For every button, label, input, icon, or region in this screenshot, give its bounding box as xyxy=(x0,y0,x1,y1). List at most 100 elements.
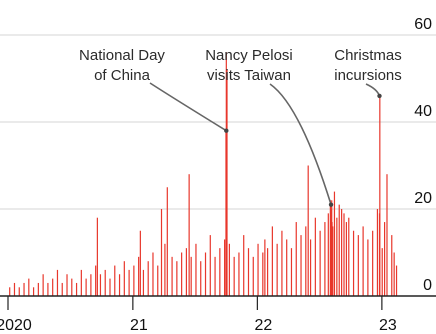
bar xyxy=(357,235,359,296)
bar xyxy=(99,274,102,296)
bar xyxy=(181,252,183,296)
bar xyxy=(138,256,140,296)
bar xyxy=(333,191,336,296)
annotation-line: of China xyxy=(94,67,151,84)
bar xyxy=(343,213,345,296)
bar xyxy=(332,226,334,296)
bar xyxy=(28,278,30,296)
bar xyxy=(319,230,321,296)
y-tick-label: 60 xyxy=(414,16,432,33)
bar xyxy=(338,204,340,296)
bar xyxy=(395,265,398,296)
bar xyxy=(314,217,316,296)
annotation-line: incursions xyxy=(334,67,402,84)
bar xyxy=(160,209,163,296)
bar xyxy=(376,209,379,296)
bar xyxy=(219,248,221,296)
bar xyxy=(80,269,82,296)
bar xyxy=(393,252,395,296)
bar xyxy=(345,222,347,296)
bar xyxy=(209,235,211,296)
bar xyxy=(331,222,333,296)
gridlines xyxy=(0,34,436,210)
bar xyxy=(166,187,168,296)
bar xyxy=(384,222,386,296)
bar xyxy=(238,252,240,296)
bar xyxy=(185,248,188,296)
bar xyxy=(47,282,49,296)
bar xyxy=(90,274,92,296)
bar xyxy=(200,261,202,296)
bar xyxy=(37,282,39,296)
bar xyxy=(9,287,11,296)
annotation-point xyxy=(224,128,229,133)
bar xyxy=(348,217,350,296)
bar xyxy=(381,248,383,296)
bar xyxy=(61,282,63,296)
bar xyxy=(341,209,343,296)
annotation-label: National Day of China xyxy=(79,47,165,84)
bar xyxy=(190,256,192,296)
bar xyxy=(324,222,326,296)
bar xyxy=(95,265,97,296)
bar xyxy=(164,243,166,296)
bar xyxy=(52,278,54,296)
bars xyxy=(9,52,398,297)
x-tick-label: 21 xyxy=(130,317,148,334)
bar xyxy=(225,52,227,297)
bar xyxy=(271,226,273,296)
bar xyxy=(128,269,130,296)
x-axis-labels: 2020 21 22 23 xyxy=(0,317,397,334)
bar xyxy=(75,282,78,296)
bar xyxy=(96,217,98,296)
bar xyxy=(109,278,111,296)
bar xyxy=(266,248,269,296)
bar xyxy=(18,287,20,296)
bar xyxy=(42,274,44,296)
annotation-line: Christmas xyxy=(334,47,402,64)
annotation-point xyxy=(377,93,382,99)
bar xyxy=(305,226,307,296)
bar xyxy=(295,222,297,296)
annotation-line: National Day xyxy=(79,47,165,64)
bar xyxy=(56,269,59,296)
x-tick-label: 23 xyxy=(379,317,397,334)
bar xyxy=(188,174,190,296)
y-tick-label: 20 xyxy=(414,190,432,207)
annotation-line: visits Taiwan xyxy=(207,67,291,84)
bar xyxy=(362,226,364,296)
annotation-point xyxy=(328,202,334,207)
bar xyxy=(252,256,254,296)
bar xyxy=(386,174,388,296)
bar xyxy=(85,278,87,296)
x-tick-label: 2020 xyxy=(0,317,32,334)
annotation-label: Nancy Pelosi visits Taiwan xyxy=(205,47,293,84)
bar xyxy=(104,269,106,296)
annotation-leader xyxy=(365,83,381,97)
bar xyxy=(290,248,293,296)
annotation-label: Christmas incursions xyxy=(334,47,402,84)
y-axis-labels: 0 20 40 60 xyxy=(414,16,432,294)
bar xyxy=(147,261,149,296)
bar xyxy=(157,265,159,296)
bar xyxy=(32,287,35,296)
bar xyxy=(262,252,264,296)
bar xyxy=(352,230,355,296)
bar xyxy=(142,269,145,296)
bar xyxy=(367,239,369,296)
x-tick-label: 22 xyxy=(254,317,272,334)
bar xyxy=(228,243,230,296)
bar xyxy=(118,274,121,296)
annotation-line: Nancy Pelosi xyxy=(205,47,293,64)
bar xyxy=(23,282,25,296)
bar xyxy=(281,230,283,296)
bar xyxy=(133,265,135,296)
bar xyxy=(204,252,207,296)
bar xyxy=(257,243,259,296)
bar xyxy=(66,274,68,296)
bar xyxy=(71,278,73,296)
bar xyxy=(152,252,154,296)
bar xyxy=(264,239,266,296)
bar xyxy=(379,95,381,297)
